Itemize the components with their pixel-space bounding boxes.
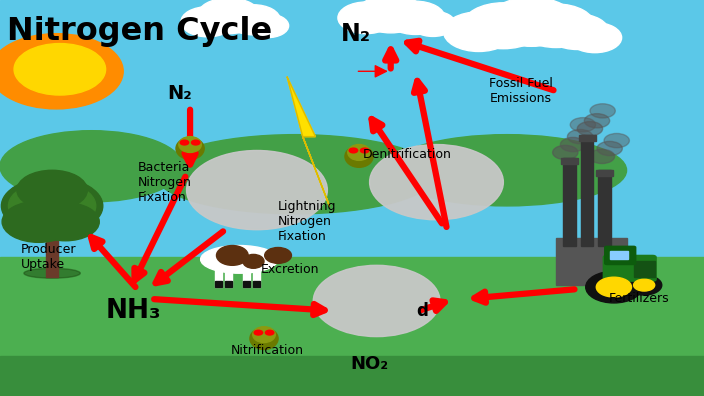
Bar (556, 238, 627, 285)
Circle shape (444, 12, 514, 51)
Bar (253, 281, 260, 287)
Circle shape (567, 129, 593, 144)
Circle shape (560, 137, 586, 152)
Circle shape (191, 140, 200, 145)
Text: Denitrification: Denitrification (363, 148, 451, 161)
Circle shape (349, 148, 358, 153)
Text: Nitrification: Nitrification (231, 344, 304, 357)
Circle shape (313, 265, 440, 337)
Circle shape (32, 203, 99, 241)
Circle shape (338, 2, 394, 34)
Circle shape (553, 145, 578, 160)
Bar (253, 259, 260, 287)
Text: d: d (417, 302, 428, 320)
Bar (225, 281, 232, 287)
Circle shape (227, 5, 280, 35)
Circle shape (265, 330, 274, 335)
Circle shape (568, 23, 622, 53)
Ellipse shape (345, 145, 373, 167)
Bar (215, 259, 222, 287)
Bar (0, 257, 704, 396)
Ellipse shape (250, 328, 278, 350)
Ellipse shape (217, 246, 249, 265)
Circle shape (570, 118, 596, 132)
Circle shape (8, 181, 96, 230)
Circle shape (181, 7, 234, 37)
Ellipse shape (24, 268, 80, 278)
Bar (46, 226, 58, 277)
Bar (563, 158, 576, 246)
Bar (243, 259, 250, 287)
Circle shape (546, 14, 609, 50)
Ellipse shape (348, 145, 370, 160)
Text: Bacteria
Nitrogen
Fixation: Bacteria Nitrogen Fixation (137, 161, 191, 204)
Ellipse shape (265, 248, 291, 263)
Circle shape (360, 148, 369, 153)
Circle shape (246, 14, 289, 38)
Circle shape (2, 201, 75, 242)
Circle shape (254, 330, 263, 335)
Circle shape (517, 4, 595, 48)
Text: N₂: N₂ (167, 84, 192, 103)
Text: Fertilizers: Fertilizers (609, 293, 670, 305)
Ellipse shape (179, 137, 201, 152)
Circle shape (180, 140, 189, 145)
Bar (225, 259, 232, 287)
Polygon shape (287, 77, 329, 206)
Circle shape (589, 149, 615, 164)
Bar (0, 356, 704, 396)
Text: NH₃: NH₃ (106, 298, 161, 324)
Text: Nitrogen Cycle: Nitrogen Cycle (7, 16, 272, 47)
Bar (0, 0, 704, 297)
Ellipse shape (0, 131, 183, 202)
Circle shape (634, 279, 655, 291)
Bar (634, 261, 655, 277)
Circle shape (596, 277, 631, 297)
Text: N₂: N₂ (341, 22, 370, 46)
Text: Producer
Uptake: Producer Uptake (21, 244, 77, 271)
Circle shape (357, 0, 425, 33)
Text: Excretion: Excretion (260, 263, 319, 276)
Circle shape (590, 104, 615, 118)
Circle shape (604, 133, 629, 148)
FancyBboxPatch shape (605, 246, 636, 265)
Circle shape (577, 122, 603, 136)
Bar (215, 281, 222, 287)
Bar (579, 135, 596, 141)
Circle shape (627, 275, 662, 295)
Bar (243, 281, 250, 287)
Circle shape (0, 34, 123, 109)
Ellipse shape (201, 246, 278, 273)
Ellipse shape (387, 135, 627, 206)
Bar (610, 251, 628, 259)
Circle shape (197, 0, 260, 34)
Circle shape (584, 114, 610, 128)
Text: Lightning
Nitrogen
Fixation: Lightning Nitrogen Fixation (278, 200, 337, 243)
Bar (561, 158, 578, 164)
Circle shape (370, 145, 503, 220)
Circle shape (386, 1, 445, 34)
FancyBboxPatch shape (603, 255, 656, 281)
Ellipse shape (243, 254, 264, 268)
Text: NO₂: NO₂ (351, 355, 389, 373)
Ellipse shape (176, 138, 204, 159)
Text: Fossil Fuel
Emissions: Fossil Fuel Emissions (489, 77, 553, 105)
Circle shape (410, 11, 455, 36)
Circle shape (586, 271, 642, 303)
Ellipse shape (253, 327, 275, 343)
Circle shape (187, 150, 327, 230)
Bar (581, 135, 593, 246)
Circle shape (597, 141, 622, 156)
Bar (596, 170, 613, 176)
Bar (598, 170, 611, 246)
Circle shape (1, 177, 103, 234)
Circle shape (17, 170, 87, 210)
Circle shape (463, 3, 544, 49)
Ellipse shape (155, 135, 436, 214)
Circle shape (488, 0, 575, 46)
Circle shape (14, 44, 106, 95)
